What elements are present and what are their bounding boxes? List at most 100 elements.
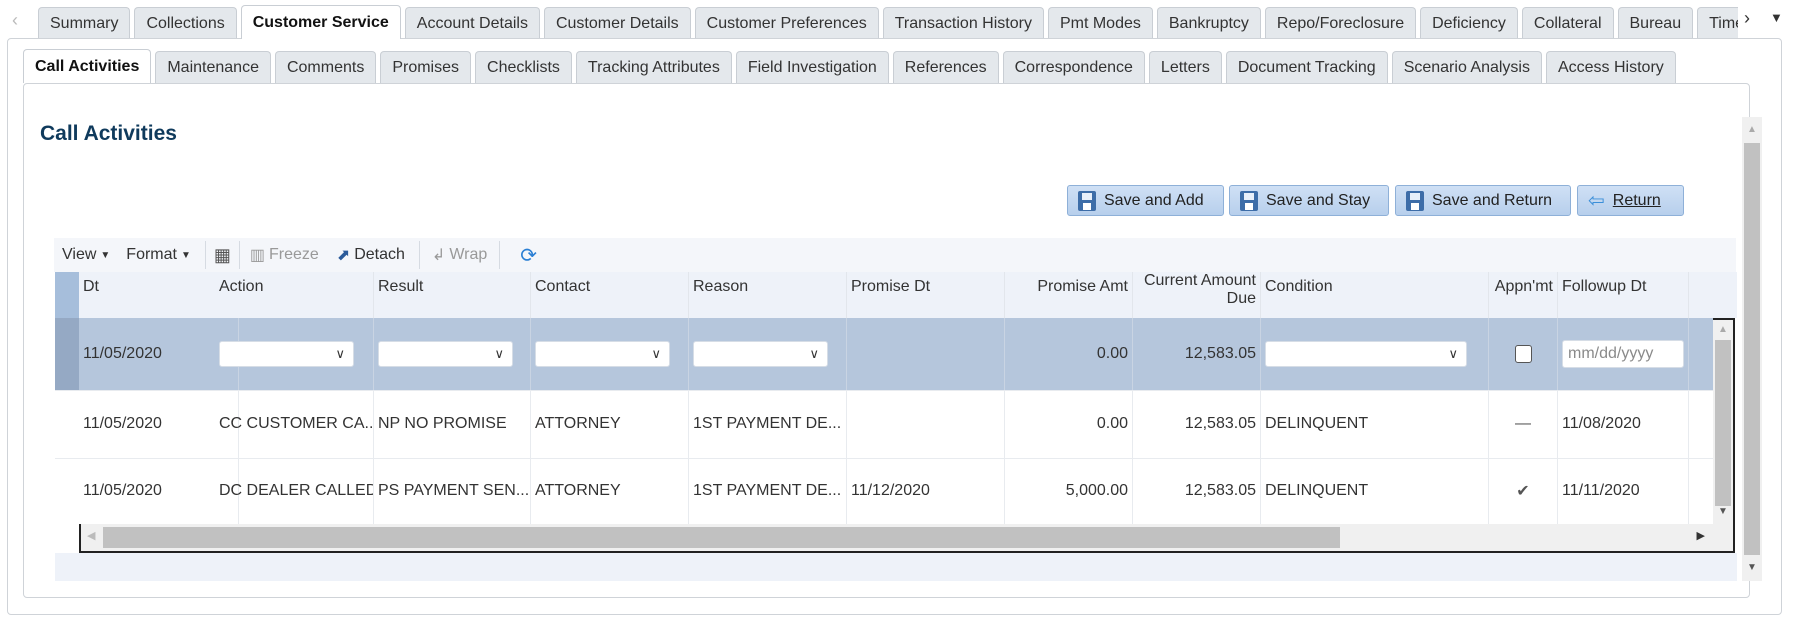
detach-button[interactable]: ⬈ Detach [336,246,405,264]
column-header[interactable]: Promise Dt [847,272,1005,318]
sub-tab[interactable]: Access History [1545,51,1676,83]
column-header[interactable]: Reason [689,272,847,318]
page-title: Call Activities [40,122,177,145]
table-cell: CC CUSTOMER CA... [215,390,374,458]
sub-tab[interactable]: Promises [380,51,472,83]
top-tab[interactable]: Collections [134,7,237,39]
table-cell [847,318,1005,390]
scroll-right-icon[interactable]: ▶ [1696,530,1705,542]
top-tab[interactable]: Collateral [1521,7,1614,39]
tabs-scroll-left[interactable]: ‹ [12,10,18,30]
table-cell: 12,583.05 [1133,390,1261,458]
query-by-example-icon[interactable]: ▦ [213,244,231,265]
top-tab[interactable]: Customer Preferences [694,7,879,39]
return-button[interactable]: ⇦ Return [1577,185,1684,216]
sub-tab[interactable]: Call Activities [23,49,152,83]
tabs-scroll-right[interactable]: › [1744,8,1750,28]
table-cell: — [1489,390,1558,458]
result-dropdown[interactable]: ∨ [378,341,513,367]
header-filler [1689,272,1737,318]
table-cell: 5,000.00 [1005,458,1133,524]
top-tab[interactable]: Deficiency [1420,7,1518,39]
sub-tab[interactable]: Correspondence [1002,51,1145,83]
table-cell: ∨ [531,318,689,390]
save-icon [1240,190,1258,211]
top-tab[interactable]: Account Details [404,7,540,39]
table-cell: ✔ [1489,458,1558,524]
action-dropdown[interactable]: ∨ [219,341,354,367]
freeze-icon: ▥ [249,247,266,264]
top-tab[interactable]: Transaction History [882,7,1044,39]
sub-tab[interactable]: Letters [1148,51,1222,83]
wrap-icon: ↲ [431,247,446,264]
sub-tab[interactable]: Field Investigation [735,51,889,83]
view-menu[interactable]: View ▼ [62,246,111,263]
top-tab[interactable]: Customer Service [240,5,401,39]
column-header[interactable]: Condition [1261,272,1489,318]
table-cell: mm/dd/yyyy [1558,318,1689,390]
column-header[interactable]: Appn'mt [1489,272,1558,318]
top-tab[interactable]: Bankruptcy [1156,7,1261,39]
table-cell [1489,318,1558,390]
table-cell: 1ST PAYMENT DE... [689,390,847,458]
column-header[interactable]: Action [215,272,374,318]
save-and-return-button[interactable]: Save and Return [1395,185,1571,216]
top-tab[interactable]: Customer Details [543,7,691,39]
sub-tab[interactable]: Maintenance [155,51,271,83]
top-tab[interactable]: Bureau [1617,7,1694,39]
page-vertical-scrollbar[interactable]: ▲ ▼ [1742,117,1762,581]
table-cell: DELINQUENT [1261,458,1489,524]
scroll-up-icon[interactable]: ▲ [1747,124,1757,135]
table-row[interactable] [79,458,1713,524]
scrollbar-thumb[interactable] [1715,340,1731,506]
reason-dropdown[interactable]: ∨ [693,341,828,367]
scroll-left-icon[interactable]: ◀ [87,530,96,542]
tabs-menu-icon[interactable]: ▼ [1770,10,1783,25]
table-cell: DELINQUENT [1261,390,1489,458]
wrap-button[interactable]: ↲ Wrap [431,246,488,264]
table-cell: 11/08/2020 [1558,390,1689,458]
table-cell: ∨ [1261,318,1489,390]
scrollbar-thumb[interactable] [1744,143,1760,555]
sub-tab[interactable]: Tracking Attributes [575,51,732,83]
save-and-stay-button[interactable]: Save and Stay [1229,185,1389,216]
top-tab[interactable]: Repo/Foreclosure [1264,7,1417,39]
row-selector[interactable] [55,318,79,390]
column-header[interactable]: Promise Amt [1005,272,1133,318]
column-header[interactable]: Followup Dt [1558,272,1689,318]
appnmt-checkbox[interactable] [1514,345,1532,363]
column-header[interactable]: Result [374,272,531,318]
table-cell: ∨ [215,318,374,390]
sub-tab[interactable]: Document Tracking [1225,51,1388,83]
contact-dropdown[interactable]: ∨ [535,341,670,367]
freeze-button[interactable]: ▥ Freeze [249,246,319,264]
table-cell: 11/05/2020 [79,390,239,458]
scroll-down-icon[interactable]: ▼ [1718,506,1728,517]
table-row[interactable] [79,390,1713,458]
table-cell: NP NO PROMISE [374,390,531,458]
column-header[interactable]: Current Amount Due [1133,272,1261,318]
table-vertical-scrollbar[interactable]: ▲ ▼ [1713,318,1735,524]
top-tab[interactable]: Summary [38,7,131,39]
row-selector[interactable] [55,458,79,524]
column-header[interactable]: Dt [79,272,239,318]
condition-dropdown[interactable]: ∨ [1265,341,1467,367]
table-cell: DC DEALER CALLED [215,458,374,524]
refresh-icon[interactable]: ⟳ [520,244,538,267]
save-and-add-button[interactable]: Save and Add [1067,185,1224,216]
detach-icon: ⬈ [336,247,351,264]
sub-tab[interactable]: Comments [274,51,377,83]
top-tab[interactable]: Pmt Modes [1047,7,1153,39]
scroll-down-icon[interactable]: ▼ [1747,562,1757,573]
row-selector[interactable] [55,390,79,458]
sub-tab[interactable]: Scenario Analysis [1391,51,1542,83]
sub-tab[interactable]: References [892,51,999,83]
column-header[interactable]: Contact [531,272,689,318]
scroll-up-icon[interactable]: ▲ [1718,324,1728,335]
followup-date-input[interactable]: mm/dd/yyyy [1562,340,1684,368]
sub-tab[interactable]: Checklists [475,51,572,83]
scrollbar-thumb[interactable] [103,527,1340,548]
table-horizontal-scrollbar[interactable]: ◀ ▶ [79,524,1735,553]
top-tab[interactable]: Timeli [1697,7,1738,39]
format-menu[interactable]: Format ▼ [126,246,191,263]
